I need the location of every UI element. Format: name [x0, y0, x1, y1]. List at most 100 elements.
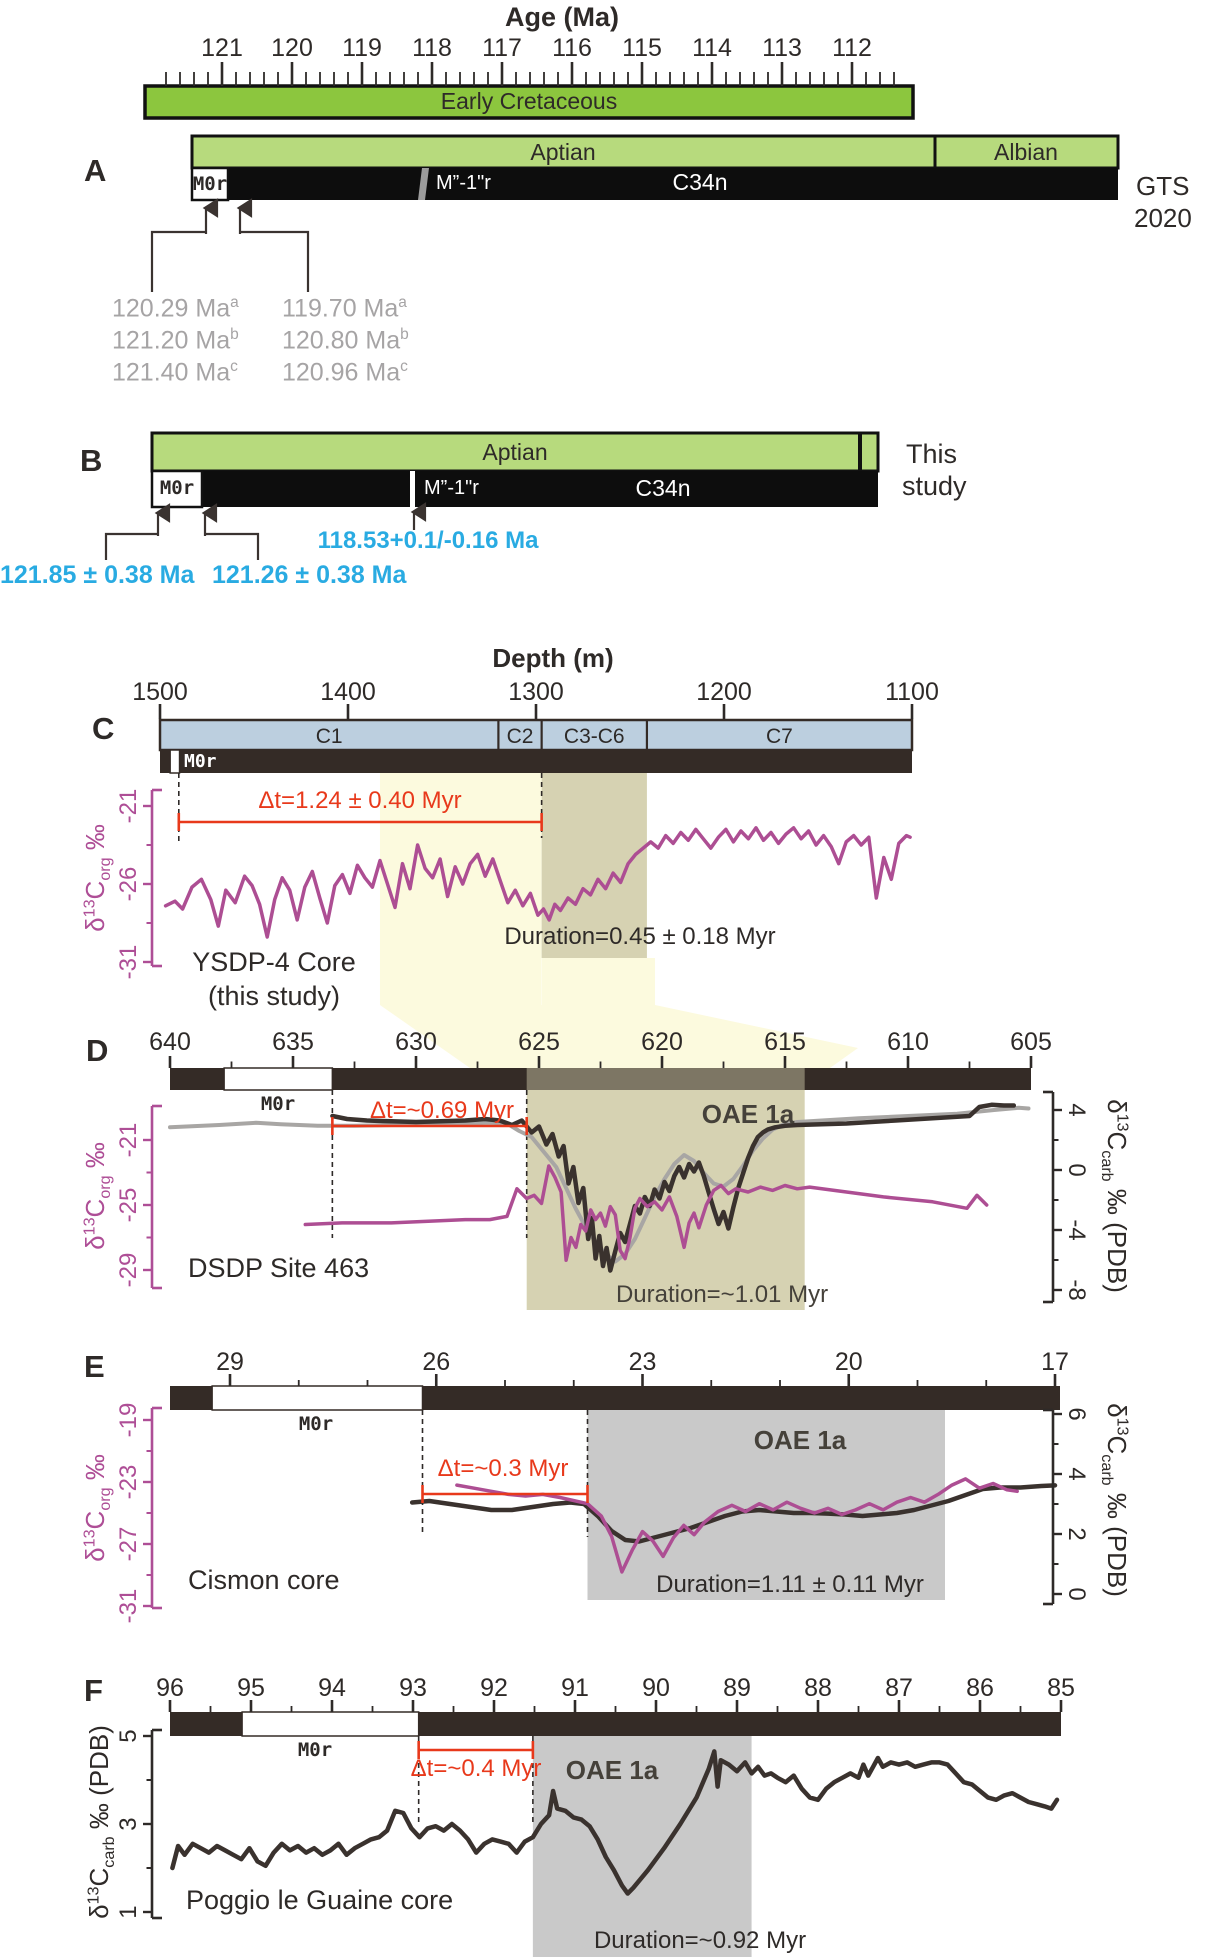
core-name-c-line1: YSDP-4 Core [192, 947, 356, 977]
stage-aptian-b: Aptian [482, 439, 548, 465]
age-m1r-b: 118.53+0.1/-0.16 Ma [317, 527, 539, 554]
x-tick-label: 1300 [508, 678, 564, 706]
core-name-f: Poggio le Guaine core [186, 1885, 454, 1915]
d-yaxis-title-right: δ13Ccarb ‰ (PDB) [1097, 1099, 1132, 1293]
panel-D-chart: -21 -25 -29 4 0 -4 -8 640 635 630 625 620 615 610 605 [115, 1028, 1090, 1310]
early-cretaceous-label: Early Cretaceous [440, 88, 618, 114]
stage-bar-a [190, 134, 1120, 170]
C-series-d13c-org [163, 826, 912, 939]
m1r-line-b [410, 471, 415, 507]
this-study-line2: study [902, 471, 967, 501]
y-tick-label: -21 [115, 1123, 142, 1158]
y-tick-label: -31 [115, 1589, 142, 1624]
x-tick-label: 610 [887, 1028, 929, 1056]
age-ruler: 121 120 119 118 117 116 115 114 113 112 [165, 34, 895, 86]
duration-annotation-e: Duration=1.11 ± 0.11 Myr [656, 1571, 924, 1598]
early-cretaceous-bar [143, 84, 915, 120]
m0r-box-b [150, 469, 204, 509]
y-tick-label: -8 [1063, 1279, 1090, 1300]
m0r-label-e: M0r [298, 1413, 334, 1435]
age-row1-right: 119.70 Maa [282, 294, 407, 323]
panel-b-connectors [104, 502, 427, 560]
D-series-d13c-carb [330, 1102, 1017, 1273]
core-name-c-line2: (this study) [207, 981, 341, 1011]
correlation-funnel [380, 958, 858, 1068]
y-tick-label: 2 [1063, 1527, 1090, 1540]
chron-bar [160, 750, 912, 773]
m0r-label-a: M0r [192, 173, 228, 195]
age-row1-left: 120.29 Maa [112, 294, 239, 323]
x-tick-label: 85 [1047, 1674, 1075, 1702]
f-yaxis-title: δ13Ccarb ‰ (PDB) [84, 1725, 119, 1919]
elbow-right-b [205, 532, 260, 560]
x-tick-label: 23 [629, 1348, 657, 1376]
x-tick-label: 625 [518, 1028, 560, 1056]
y-tick-label: -23 [115, 1465, 142, 1500]
y-tick-label: 4 [1063, 1103, 1090, 1116]
m0r-label-b: M0r [159, 477, 195, 499]
dt-annotation-c: Δt=1.24 ± 0.40 Myr [258, 787, 462, 814]
y-tick-label: -26 [115, 867, 142, 902]
x-tick-label: 605 [1010, 1028, 1052, 1056]
y-tick-label: 6 [1063, 1407, 1090, 1420]
elbow-left-a [150, 230, 206, 292]
duration-annotation-c: Duration=0.45 ± 0.18 Myr [504, 923, 776, 950]
y-tick-label: 3 [115, 1817, 142, 1830]
x-tick-label: 94 [318, 1674, 346, 1702]
y-tick-label: 5 [115, 1729, 142, 1742]
x-tick-label: 121 [201, 34, 243, 62]
panel-F-chart: 5 3 1 96 95 94 93 92 91 90 89 88 87 86 85 [115, 1674, 1075, 1957]
age-axis-title: Age (Ma) [505, 2, 619, 32]
panel-c-letter: C [92, 711, 115, 746]
x-tick-label: 89 [723, 1674, 751, 1702]
x-tick-label: 96 [156, 1674, 184, 1702]
x-tick-label: 112 [832, 34, 872, 62]
duration-annotation-f: Duration=~0.92 Myr [593, 1927, 807, 1954]
band [541, 773, 647, 958]
m0r-label-f: M0r [297, 1739, 333, 1761]
gts-label-line1: GTS [1136, 171, 1190, 201]
oae1a-label-f: OAE 1a [565, 1755, 659, 1785]
y-tick-label: -27 [115, 1527, 142, 1562]
x-tick-label: 117 [482, 34, 522, 62]
x-tick-label: 26 [422, 1348, 450, 1376]
e-yaxis-title-right: δ13Ccarb ‰ (PDB) [1097, 1403, 1132, 1597]
x-tick-label: 90 [642, 1674, 670, 1702]
x-tick-label: 1500 [132, 678, 188, 706]
litho-label: C3-C6 [564, 725, 625, 748]
litho-label: C7 [766, 725, 793, 748]
dt-annotation-e: Δt=~0.3 Myr [437, 1455, 569, 1482]
dt-annotation-d: Δt=~0.69 Myr [369, 1097, 515, 1124]
panel-f-letter: F [84, 1673, 103, 1708]
chron-bar-a [192, 168, 1118, 200]
x-tick-label: 93 [399, 1674, 427, 1702]
chron-bar-b [152, 471, 878, 507]
m1r-label-b: M”-1"r [424, 477, 479, 499]
age-row3-right: 120.96 Mac [282, 358, 408, 387]
panel-a-bars [190, 134, 1120, 202]
gts-label-line2: 2020 [1134, 203, 1192, 233]
m0r-label-d: M0r [260, 1093, 296, 1115]
x-tick-label: 20 [835, 1348, 863, 1376]
x-tick-label: 115 [622, 34, 662, 62]
panel-b-letter: B [80, 443, 103, 478]
m0r-box [211, 1385, 424, 1411]
core-name-e: Cismon core [188, 1565, 340, 1595]
x-tick-label: 615 [764, 1028, 806, 1056]
x-tick-label: 630 [395, 1028, 437, 1056]
depth-axis-title: Depth (m) [492, 643, 614, 673]
x-tick-label: 114 [692, 34, 732, 62]
oae1a-label-d: OAE 1a [701, 1099, 795, 1129]
m0r-box [169, 749, 181, 774]
y-tick-label: -4 [1063, 1219, 1090, 1240]
dt-annotation-f: Δt=~0.4 Myr [410, 1755, 542, 1782]
panel-C-chart: C1 C2 C3-C6 C7 -21 -26 -31 1500 1400 1300 1200 1100 [115, 678, 939, 1005]
panel-b-bars [150, 431, 880, 509]
core-name-d: DSDP Site 463 [188, 1253, 370, 1283]
this-study-line1: This [906, 439, 958, 469]
age-row2-left: 121.20 Mab [112, 326, 239, 355]
